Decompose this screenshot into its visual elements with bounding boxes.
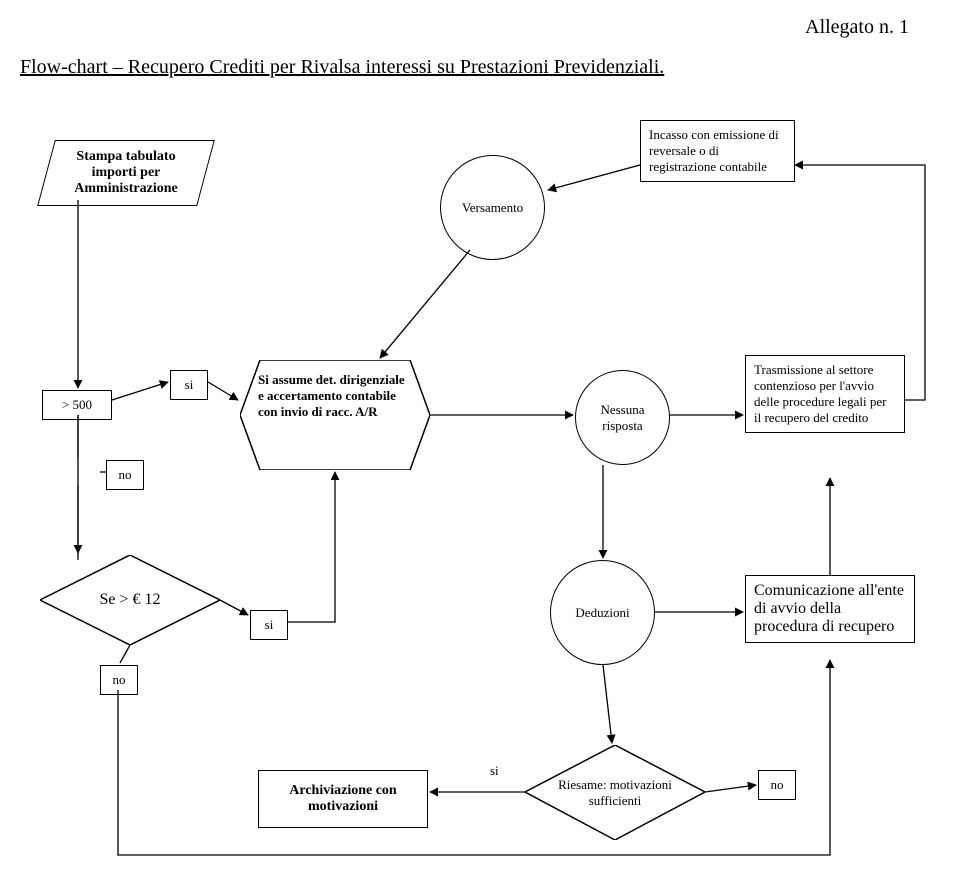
node-deduzioni: Deduzioni xyxy=(550,560,655,665)
label-no-1: no xyxy=(106,460,144,490)
node-trasmissione: Trasmissione al settore contenzioso per … xyxy=(745,355,905,433)
label-no-2: no xyxy=(100,665,138,695)
node-riesame: Riesame: motivazioni sufficienti xyxy=(525,745,705,840)
node-comunicazione: Comunicazione all'ente di avvio della pr… xyxy=(745,575,915,643)
node-assume: Si assume det. dirigenziale e accertamen… xyxy=(240,360,430,470)
node-se12: Se > € 12 xyxy=(40,555,220,645)
label-si-2: si xyxy=(250,610,288,640)
label-si-1: si xyxy=(170,370,208,400)
node-versamento: Versamento xyxy=(440,155,545,260)
node-incasso: Incasso con emissione di reversale o di … xyxy=(640,120,795,182)
node-nessuna: Nessuna risposta xyxy=(575,370,670,465)
flowchart-edges xyxy=(0,0,959,881)
node-stampa: Stampa tabulato importi per Amministrazi… xyxy=(37,140,215,206)
page-title: Flow-chart – Recupero Crediti per Rivals… xyxy=(20,56,664,79)
node-gt500: > 500 xyxy=(42,390,112,420)
label-si-3: si xyxy=(490,763,499,779)
allegato-label: Allegato n. 1 xyxy=(805,16,909,39)
node-archiviazione: Archiviazione con motivazioni xyxy=(258,770,428,828)
label-no-3: no xyxy=(758,770,796,800)
